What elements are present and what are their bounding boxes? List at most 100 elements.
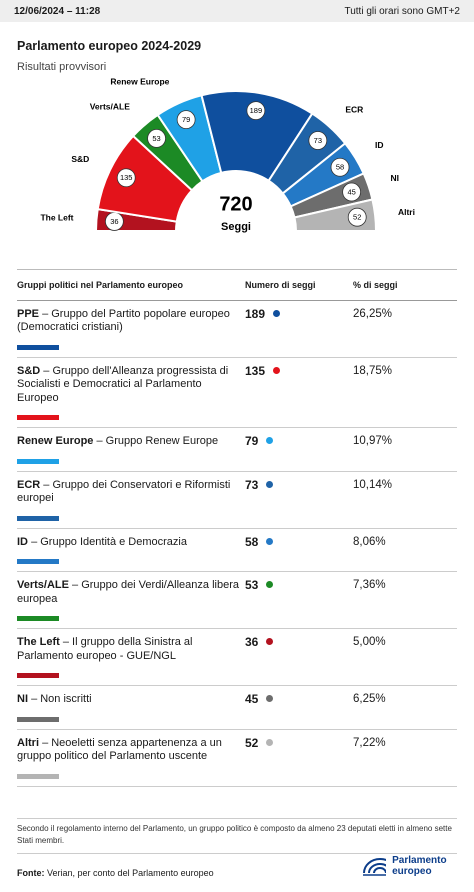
color-bar [17,616,59,621]
group-label: Altri [398,207,415,217]
header-cell: Numero di seggi [245,280,316,290]
group-name: S&D [17,364,41,377]
group-name: NI [17,693,28,705]
group-label: S&D [71,154,89,164]
seat-count: 53 [152,134,160,143]
group-name: Verts/ALE [17,579,69,591]
group-label: ECR [345,104,363,114]
percent: 7,22% [353,736,386,749]
datetime: 12/06/2024 – 11:28 [14,5,101,17]
group-text: ECR – Gruppo dei Conservatori e Riformis… [17,479,245,506]
table-row: Verts/ALE – Gruppo dei Verdi/Alleanza li… [17,572,457,629]
hemicycle-chart: 36 The Left 135 S&D 53 Verts/ALE 79 Renew Europ… [40,73,415,233]
table-row: The Left – Il gruppo della Sinistra al P… [17,629,457,686]
color-bar [17,559,59,564]
color-bar [17,773,59,779]
percent: 18,75% [353,364,393,377]
color-bar [17,415,59,420]
seats-cell: 73 [245,472,353,528]
group-description: – Gruppo dei Conservatori e Riformisti e… [17,478,231,505]
group-label: Renew Europe [110,76,169,86]
table-row: ECR – Gruppo dei Conservatori e Riformis… [17,472,457,529]
seat-count: 79 [182,115,190,124]
table-row: S&D – Gruppo dell'Alleanza progressista … [17,358,457,428]
seat-count: 135 [120,173,133,182]
color-bar [17,344,59,350]
group-text: NI – Non iscritti [17,693,245,707]
color-bar [17,458,59,464]
group-cell: S&D – Gruppo dell'Alleanza progressista … [17,358,245,428]
seats-cell: 45 [245,686,353,729]
seat-count: 189 [250,106,263,115]
group-text: Verts/ALE – Gruppo dei Verdi/Alleanza li… [17,579,245,606]
seat-count: 36 [110,217,118,226]
group-description: – Non iscritti [31,693,92,705]
group-label: Verts/ALE [90,102,130,112]
percent: 8,06% [353,535,386,548]
source-text: Verian, per conto del Parlamento europeo [47,868,214,878]
group-description: – Gruppo del Partito popolare europeo (D… [17,307,230,334]
group-cell: ID – Gruppo Identità e Democrazia [17,529,245,572]
total-label: Seggi [221,221,251,233]
seats: 45 [245,692,259,706]
group-name: Altri [17,736,39,749]
color-dot [266,638,274,645]
color-bar [17,716,59,722]
seats-cell: 53 [245,572,353,628]
group-description: – Gruppo dell'Alleanza progressista di S… [17,364,229,404]
seat-bubble [347,207,367,227]
seats: 53 [245,578,259,592]
seat-bubble [330,157,350,177]
seats: 36 [245,635,259,649]
seat-count: 73 [314,136,322,145]
group-name: The Left [17,636,60,648]
group-cell: PPE – Gruppo del Partito popolare europe… [17,301,245,357]
table-row: ID – Gruppo Identità e Democrazia 58 8,06% [17,529,457,572]
seats: 52 [245,735,259,750]
color-dot [266,480,274,488]
seat-bubble [246,101,266,121]
group-text: Renew Europe – Gruppo Renew Europe [17,435,245,449]
color-dot [266,537,274,545]
group-cell: Altri – Neoeletti senza appartenenza a u… [17,730,245,786]
seats: 189 [245,306,266,321]
percent: 5,00% [353,636,386,648]
header: Parlamento europeo 2024-2029 Risultati p… [0,22,474,73]
group-name: ECR [17,478,41,491]
group-label: NI [390,173,399,183]
seat-count: 58 [336,163,344,172]
color-dot [266,437,274,444]
seat-count: 45 [347,188,355,197]
group-text: PPE – Gruppo del Partito popolare europe… [17,308,245,335]
group-description: – Gruppo Identità e Democrazia [31,535,187,548]
group-cell: Verts/ALE – Gruppo dei Verdi/Alleanza li… [17,572,245,628]
top-bar: 12/06/2024 – 11:28 Tutti gli orari sono … [0,0,474,22]
header-cell: % di seggi [353,280,398,290]
table-row: Altri – Neoeletti senza appartenenza a u… [17,730,457,787]
group-label: The Left [40,212,73,222]
header-cell: Gruppi politici nel Parlamento europeo [17,280,184,290]
color-dot [266,738,274,746]
seat-bubble [308,131,328,150]
color-dot [273,366,281,374]
group-name: ID [17,535,28,548]
seat-count: 52 [353,213,361,222]
color-bar [17,673,59,678]
group-text: S&D – Gruppo dell'Alleanza progressista … [17,365,245,406]
logo-text: Parlamento europeo [392,855,447,877]
percent: 10,14% [353,478,393,491]
table-row: PPE – Gruppo del Partito popolare europe… [17,301,457,358]
source: Fonte: Verian, per conto del Parlamento … [17,868,214,878]
source-label: Fonte: [17,868,45,878]
group-name: PPE [17,307,40,320]
group-name: Renew Europe [17,435,94,447]
seats: 79 [245,434,259,448]
group-cell: Renew Europe – Gruppo Renew Europe [17,428,245,471]
group-text: ID – Gruppo Identità e Democrazia [17,536,245,550]
group-description: – Gruppo dei Verdi/Alleanza libera europ… [17,579,239,605]
table-header: Gruppi politici nel Parlamento europeo N… [17,270,457,301]
seats-cell: 52 [245,730,353,786]
group-cell: The Left – Il gruppo della Sinistra al P… [17,629,245,685]
seats: 73 [245,477,259,492]
